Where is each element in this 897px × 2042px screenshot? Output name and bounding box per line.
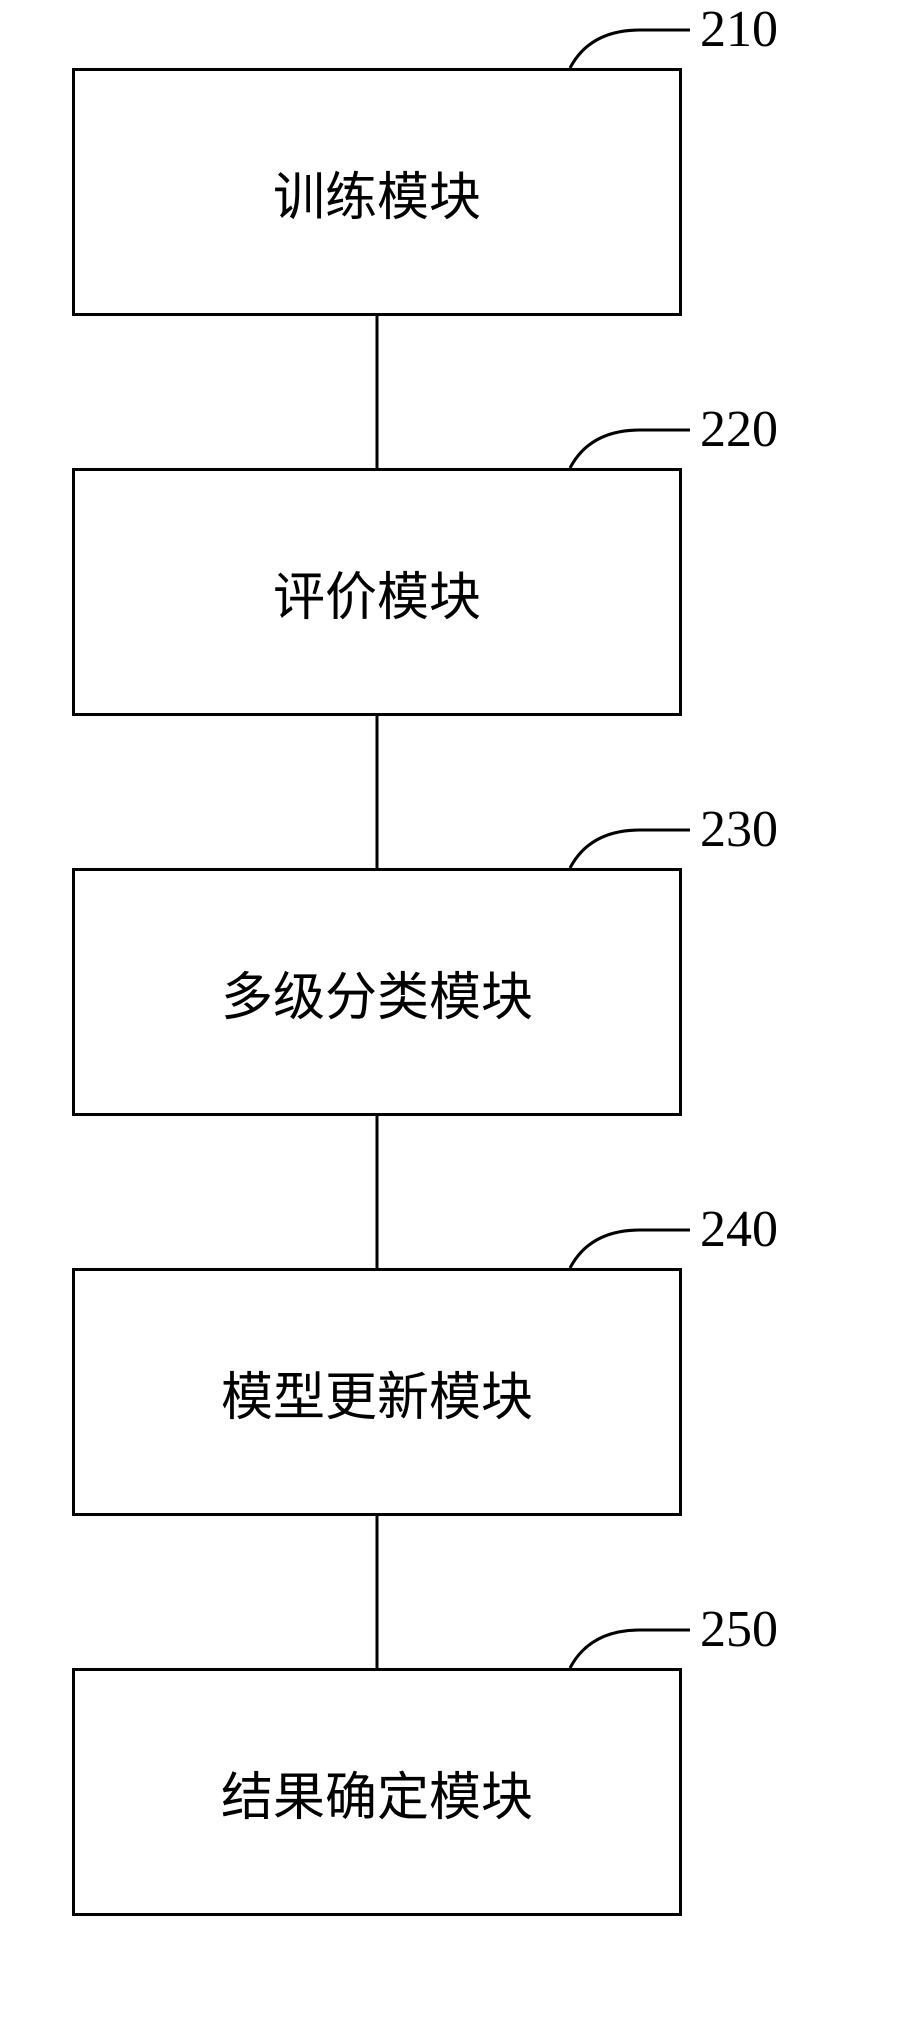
node-label: 结果确定模块 [221,1755,533,1830]
edge-1 [376,316,379,468]
edge-2 [376,716,379,868]
ref-label-210: 210 [700,0,778,59]
edge-4 [376,1516,379,1668]
node-label: 训练模块 [273,155,481,230]
edge-3 [376,1116,379,1268]
node-model-update-module: 模型更新模块 [72,1268,682,1516]
node-evaluation-module: 评价模块 [72,468,682,716]
ref-label-240: 240 [700,1200,778,1259]
node-label: 模型更新模块 [221,1355,533,1430]
node-training-module: 训练模块 [72,68,682,316]
node-label: 多级分类模块 [221,955,533,1030]
flowchart-diagram: 训练模块 210 评价模块 220 多级分类模块 230 模型更新模块 240 … [0,0,897,2042]
ref-label-220: 220 [700,400,778,459]
ref-label-250: 250 [700,1600,778,1659]
node-result-determination-module: 结果确定模块 [72,1668,682,1916]
ref-label-230: 230 [700,800,778,859]
node-multilevel-classification-module: 多级分类模块 [72,868,682,1116]
node-label: 评价模块 [273,555,481,630]
